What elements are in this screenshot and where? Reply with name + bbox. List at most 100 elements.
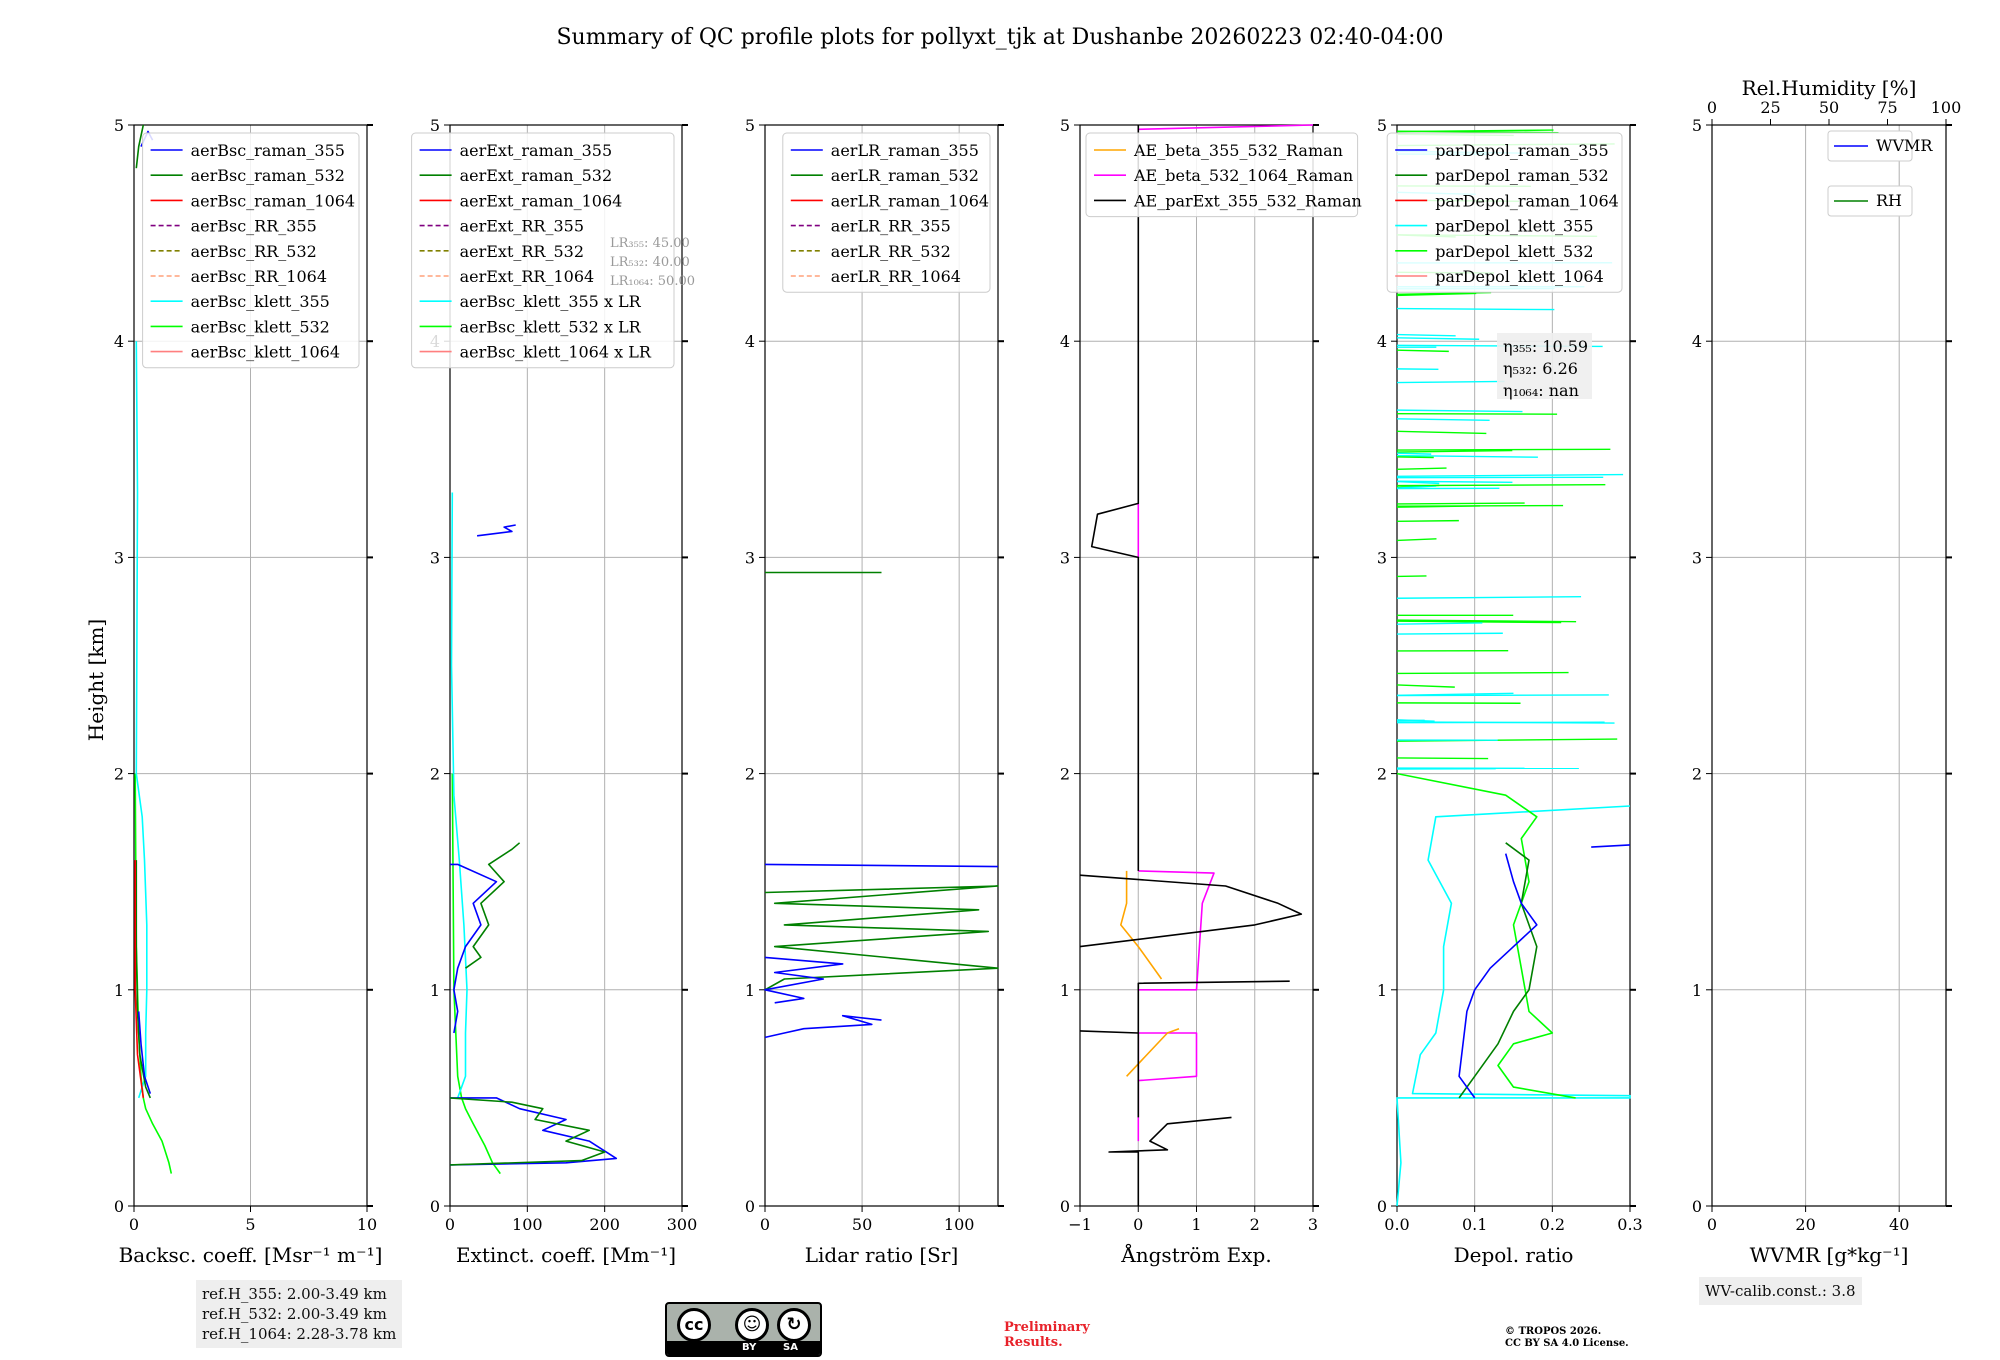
series-line-aerBsc_klett_532 x LR [451, 773, 501, 1175]
y-tick-label: 5 [1060, 116, 1070, 135]
x-tick-label: 100 [512, 1215, 543, 1234]
series-line-parDepol_klett [1396, 473, 1624, 477]
series-line-parDepol_klett [1396, 502, 1525, 505]
y-tick-label: 2 [1060, 765, 1070, 784]
legend-label: AE_beta_355_532_Raman [1133, 141, 1343, 160]
series-line-AE_beta_355_532_Raman [1120, 870, 1163, 980]
y-tick-label: 0 [745, 1197, 755, 1216]
legend-label: AE_beta_532_1064_Raman [1133, 166, 1353, 185]
series-line-parDepol_klett [1396, 380, 1505, 384]
eta-annotation: η₁₀₆₄: nan [1503, 381, 1579, 400]
legend-label: RH [1876, 191, 1902, 210]
y-tick-label: 4 [1060, 332, 1070, 351]
preliminary-note: Preliminary Results. [1004, 1320, 1124, 1350]
series-line-parDepol_klett [1396, 452, 1432, 455]
y-tick-label: 5 [1692, 116, 1702, 135]
legend-label: aerLR_RR_1064 [831, 267, 961, 286]
eta-annotation: η₃₅₅: 10.59 [1503, 337, 1588, 356]
top-axis-label: Rel.Humidity [%] [1742, 76, 1917, 100]
y-tick-label: 0 [114, 1197, 124, 1216]
series-line-parDepol_raman_355 [1591, 844, 1631, 848]
x-tick-label: 0.2 [1540, 1215, 1565, 1234]
legend-label: aerExt_RR_355 [460, 217, 584, 236]
panel-depol: 0.0 0.1 0.2 0.3 0 1 2 3 4 5 Depol. ratio parDepol_r… [1377, 116, 1643, 1267]
legend-box [1085, 132, 1359, 218]
x-tick-label: 1 [1191, 1215, 1201, 1234]
series-line-parDepol_klett [1396, 694, 1609, 697]
legend-label: aerLR_raman_532 [831, 166, 979, 185]
series-line-parDepol_klett [1396, 480, 1513, 483]
series-line-AE_parExt_355_532_Raman [1108, 1116, 1232, 1206]
axes-frame [449, 124, 683, 1207]
legend-box [782, 132, 991, 293]
series-line-parDepol_klett [1396, 349, 1449, 353]
y-tick-label: 2 [114, 765, 124, 784]
y-tick-label: 3 [430, 548, 440, 567]
legend-label: parDepol_raman_532 [1435, 166, 1608, 185]
series-line-AE_beta_532_1064_Raman [1138, 124, 1314, 131]
series-line-parDepol_klett [1396, 719, 1435, 722]
series-line-parDepol_raman_532 [1458, 842, 1538, 1099]
top-tick-label: 25 [1760, 98, 1780, 117]
legend-label: aerExt_raman_355 [460, 141, 613, 160]
series-line-parDepol_klett [1396, 632, 1503, 635]
y-tick-label: 4 [1692, 332, 1702, 351]
series-line-AE_parExt_355_532_Raman [1090, 125, 1140, 871]
series-line-aerBsc_raman_355 [137, 1011, 152, 1094]
y-tick-label: 5 [430, 116, 440, 135]
x-tick-label: 0 [760, 1215, 770, 1234]
lr-annotation: LR₃₅₅: 45.00 [610, 236, 690, 251]
y-tick-label: 4 [745, 332, 755, 351]
x-axis-label: Extinct. coeff. [Mm⁻¹] [456, 1243, 676, 1267]
x-tick-label: 0 [129, 1215, 139, 1234]
copyright-note: © TROPOS 2026. CC BY SA 4.0 License. [1505, 1326, 1705, 1350]
axes-frame [1396, 124, 1631, 1207]
x-tick-label: 50 [852, 1215, 872, 1234]
series-line-parDepol_klett [1396, 448, 1611, 451]
eta-annotation: η₅₃₂: 6.26 [1503, 359, 1578, 378]
x-tick-label: 200 [589, 1215, 620, 1234]
y-tick-label: 1 [114, 981, 124, 1000]
legend-label: aerBsc_RR_1064 [191, 267, 327, 286]
x-tick-label: 0 [1707, 1215, 1717, 1234]
x-axis-label: WVMR [g*kg⁻¹] [1750, 1243, 1909, 1267]
legend-label: aerBsc_klett_355 [191, 292, 330, 311]
y-tick-label: 0 [1377, 1197, 1387, 1216]
series-line-aerBsc_klett_532 [134, 773, 173, 1174]
x-axis-label: Backsc. coeff. [Msr⁻¹ m⁻¹] [119, 1243, 383, 1267]
y-tick-label: 3 [745, 548, 755, 567]
series-line-parDepol_klett [1396, 671, 1569, 675]
refh-532: ref.H_532: 2.00-3.49 km [202, 1305, 387, 1323]
top-tick-label: 75 [1877, 98, 1897, 117]
series-line-aerLR_raman_355 [764, 1014, 882, 1039]
x-tick-label: 2 [1250, 1215, 1260, 1234]
legend-label: parDepol_klett_1064 [1435, 267, 1604, 286]
series-line-parDepol_raman_355 [1458, 853, 1538, 1099]
y-tick-label: 2 [1377, 765, 1387, 784]
y-tick-label: 4 [1377, 332, 1387, 351]
series-line-parDepol_klett [1396, 538, 1437, 542]
series-line-parDepol_klett [1396, 619, 1577, 623]
legend-label: aerBsc_klett_532 [191, 317, 330, 336]
series-line-AE_beta_532_1064_Raman [1138, 870, 1215, 991]
wv-calib-const: WV-calib.const.: 3.8 [1705, 1282, 1856, 1300]
y-tick-label: 5 [745, 116, 755, 135]
license-band [667, 1341, 820, 1355]
series-line-parDepol_klett [1396, 291, 1492, 296]
cc-license-badge: cc ☺ ↻ BY SA [665, 1302, 822, 1357]
series-line-parDepol_klett [1396, 485, 1437, 489]
y-tick-label: 2 [1692, 765, 1702, 784]
x-tick-label: −1 [1068, 1215, 1092, 1234]
series-line-parDepol_klett [1396, 620, 1562, 624]
top-tick-label: 0 [1707, 98, 1717, 117]
legend-label: aerBsc_klett_1064 [191, 343, 340, 362]
y-tick-label: 2 [430, 765, 440, 784]
legend-label: aerExt_RR_532 [460, 242, 584, 261]
series-line-parDepol_klett [1396, 307, 1555, 311]
x-axis-label: Lidar ratio [Sr] [805, 1243, 959, 1267]
series-line-parDepol_klett [1396, 483, 1606, 487]
x-tick-label: 20 [1795, 1215, 1815, 1234]
legend-box [1827, 130, 1913, 162]
y-tick-label: 1 [1377, 981, 1387, 1000]
